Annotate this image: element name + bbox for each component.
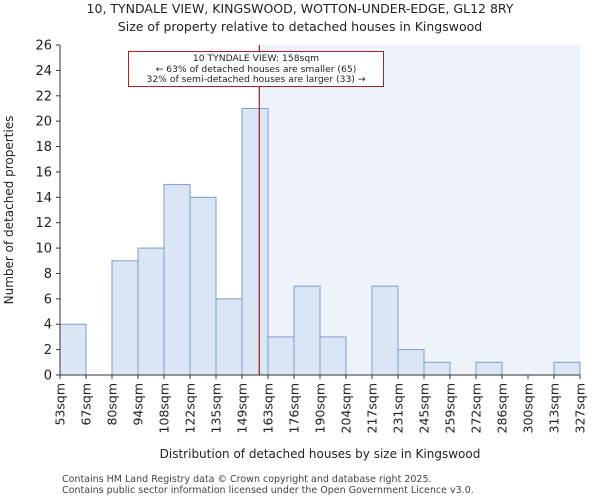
y-tick-label: 22 <box>35 89 52 104</box>
histogram-bar <box>137 247 165 376</box>
annotation-line-property: 10 TYNDALE VIEW: 158sqm <box>192 53 320 64</box>
x-tick-label: 231sqm <box>391 383 406 433</box>
x-tick-label: 327sqm <box>573 383 588 433</box>
x-axis-label: Distribution of detached houses by size … <box>160 447 481 461</box>
histogram-bar <box>475 361 503 376</box>
histogram-bar <box>59 323 87 376</box>
histogram-bar <box>241 107 269 376</box>
y-axis-label: Number of detached properties <box>2 116 16 305</box>
annotation-line-smaller: ← 63% of detached houses are smaller (65… <box>155 63 357 75</box>
y-tick-label: 6 <box>44 292 52 307</box>
x-tick-label: 217sqm <box>365 383 380 433</box>
annotation-line-larger: 32% of semi-detached houses are larger (… <box>146 74 366 85</box>
x-tick-label: 204sqm <box>339 383 354 433</box>
footer-copyright: Contains HM Land Registry data © Crown c… <box>62 474 432 485</box>
x-tick-label: 94sqm <box>131 383 146 426</box>
x-tick-label: 176sqm <box>287 383 302 433</box>
x-tick-label: 245sqm <box>417 383 432 433</box>
x-tick-label: 163sqm <box>261 383 276 433</box>
histogram-bar <box>293 285 321 376</box>
y-tick-label: 4 <box>44 318 52 333</box>
x-tick-label: 259sqm <box>443 383 458 433</box>
y-tick-label: 24 <box>35 64 52 79</box>
annotation-box: 10 TYNDALE VIEW: 158sqm ← 63% of detache… <box>128 51 384 87</box>
y-tick-label: 8 <box>44 267 52 282</box>
x-tick-label: 300sqm <box>521 383 536 433</box>
x-tick-label: 108sqm <box>157 383 172 433</box>
chart-subtitle: Size of property relative to detached ho… <box>117 19 483 34</box>
x-tick-label: 135sqm <box>209 383 224 433</box>
y-tick-label: 2 <box>44 343 52 358</box>
x-tick-label: 272sqm <box>469 383 484 433</box>
histogram-bar <box>111 260 139 376</box>
y-tick-label: 12 <box>35 216 52 231</box>
y-tick-label: 20 <box>35 115 52 130</box>
x-tick-label: 286sqm <box>495 383 510 433</box>
y-tick-label: 14 <box>35 191 52 206</box>
x-tick-label: 149sqm <box>235 383 250 433</box>
histogram-bar <box>267 336 295 376</box>
footer-licence: Contains public sector information licen… <box>62 485 474 496</box>
histogram-bar <box>319 336 347 376</box>
histogram-bar <box>423 361 451 376</box>
x-tick-label: 122sqm <box>183 383 198 433</box>
y-tick-label: 0 <box>44 369 52 384</box>
histogram-bar <box>163 184 191 376</box>
histogram-bar <box>189 196 217 376</box>
histogram-bar <box>371 285 399 376</box>
histogram-bar <box>553 361 581 376</box>
x-tick-label: 313sqm <box>547 383 562 433</box>
x-tick-label: 53sqm <box>53 383 68 426</box>
x-tick-label: 190sqm <box>313 383 328 433</box>
x-tick-label: 80sqm <box>105 383 120 426</box>
histogram-bar <box>397 349 425 376</box>
x-tick-label: 67sqm <box>79 383 94 426</box>
y-tick-label: 10 <box>35 242 52 257</box>
histogram-bar <box>215 298 243 376</box>
y-tick-label: 26 <box>35 39 52 54</box>
chart-title-address: 10, TYNDALE VIEW, KINGSWOOD, WOTTON-UNDE… <box>86 1 514 16</box>
y-tick-label: 16 <box>35 165 52 180</box>
y-tick-label: 18 <box>35 140 52 155</box>
